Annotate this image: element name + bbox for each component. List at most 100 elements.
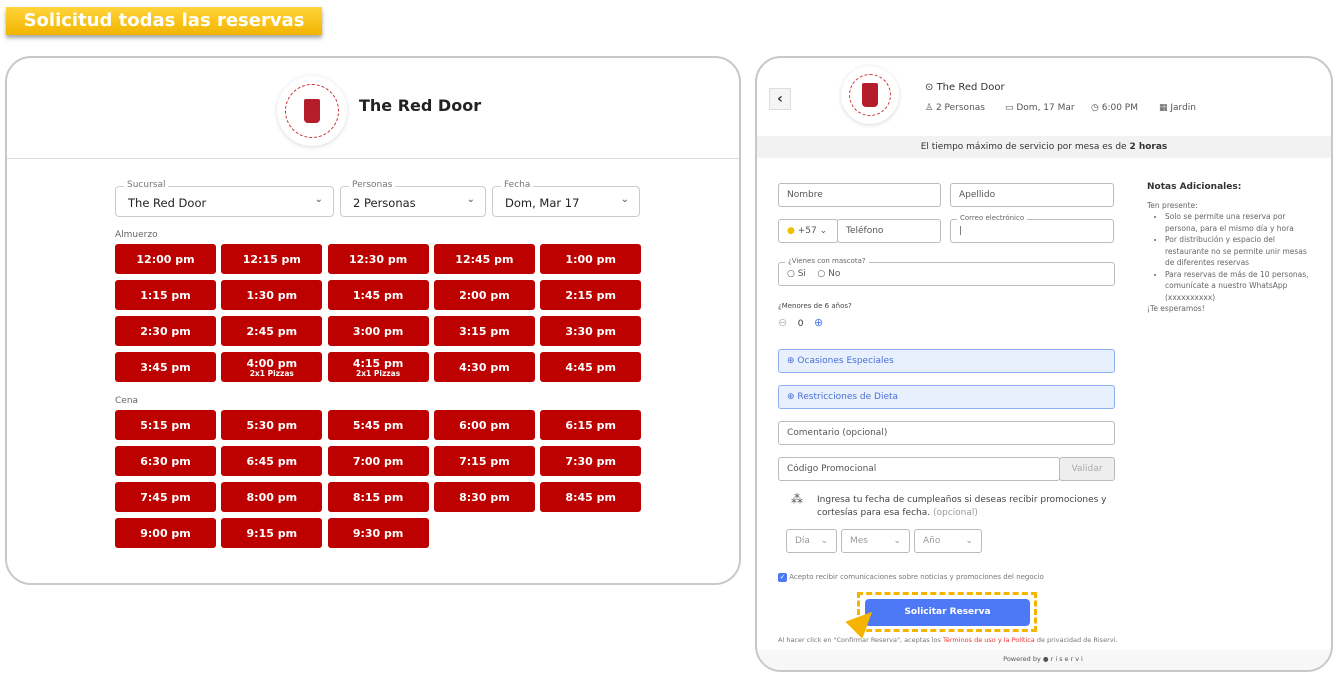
slot-time: 1:15 pm bbox=[140, 288, 191, 302]
ocasiones-especiales-button[interactable]: ⊕ Ocasiones Especiales bbox=[778, 349, 1115, 373]
time-slot-button[interactable]: 5:30 pm bbox=[221, 410, 323, 440]
slot-time: 8:00 pm bbox=[246, 490, 298, 504]
slot-time: 3:00 pm bbox=[352, 324, 404, 338]
minus-button[interactable]: ⊖ bbox=[778, 316, 788, 329]
reservation-time: 6:00 PM bbox=[1101, 103, 1138, 113]
time-slot-button[interactable]: 2:45 pm bbox=[221, 316, 323, 346]
restaurant-name: The Red Door bbox=[359, 96, 482, 115]
back-button[interactable]: ‹ bbox=[769, 88, 791, 110]
colombia-flag-icon: ● bbox=[787, 226, 795, 236]
time-slot-button[interactable]: 8:15 pm bbox=[327, 482, 429, 512]
time-slot-button[interactable]: 6:00 pm bbox=[433, 410, 535, 440]
time-slot-button[interactable]: 12:15 pm bbox=[221, 244, 323, 274]
brand-name: riservi bbox=[1050, 655, 1085, 663]
divider bbox=[7, 158, 739, 159]
slot-time: 1:30 pm bbox=[246, 288, 298, 302]
time-slot-button[interactable]: 4:30 pm bbox=[433, 352, 535, 382]
country-code-select[interactable]: ● +57 ⌄ bbox=[778, 219, 838, 243]
calendar-icon: ▭ bbox=[1005, 103, 1017, 113]
fecha-label: Fecha bbox=[501, 180, 534, 190]
apellido-input[interactable]: Apellido bbox=[950, 183, 1114, 207]
note-item: Solo se permite una reserva por persona,… bbox=[1165, 211, 1317, 234]
time-slot-button[interactable]: 3:15 pm bbox=[433, 316, 535, 346]
anio-select[interactable]: Año ⌄ bbox=[914, 529, 982, 553]
correo-input[interactable]: Correo electrónico | bbox=[950, 214, 1114, 243]
page-banner: Solicitud todas las reservas bbox=[6, 7, 322, 35]
time-slot-button[interactable]: 1:15 pm bbox=[115, 280, 216, 310]
slot-time: 4:30 pm bbox=[459, 360, 510, 374]
time-slot-button[interactable]: 7:15 pm bbox=[433, 446, 535, 476]
solicitar-reserva-button[interactable]: Solicitar Reserva bbox=[865, 599, 1030, 626]
location-icon: ⊙ bbox=[925, 82, 937, 93]
clock-icon: ◷ bbox=[1091, 103, 1102, 113]
time-slot-button[interactable]: 3:00 pm bbox=[327, 316, 429, 346]
time-slot-button[interactable]: 9:00 pm bbox=[115, 518, 216, 548]
slot-time: 5:30 pm bbox=[246, 418, 298, 432]
time-slot-button[interactable]: 12:45 pm bbox=[433, 244, 535, 274]
time-slot-button[interactable]: 9:15 pm bbox=[221, 518, 323, 548]
codigo-promocional-input[interactable]: Código Promocional bbox=[778, 457, 1060, 481]
slot-time: 2:15 pm bbox=[565, 288, 616, 302]
fecha-select[interactable]: Fecha Dom, Mar 17 ⌄ bbox=[492, 180, 640, 217]
time-slot-button[interactable]: 4:00 pm 2x1 Pizzas bbox=[221, 352, 323, 382]
comentario-input[interactable]: Comentario (opcional) bbox=[778, 421, 1115, 445]
mes-select[interactable]: Mes ⌄ bbox=[841, 529, 910, 553]
time-slot-button[interactable]: 2:15 pm bbox=[540, 280, 642, 310]
slot-promo: 2x1 Pizzas bbox=[249, 368, 294, 378]
time-slot-button[interactable]: 7:45 pm bbox=[115, 482, 216, 512]
slot-time: 2:00 pm bbox=[459, 288, 510, 302]
time-slot-button[interactable]: 1:00 pm bbox=[540, 244, 642, 274]
time-slot-button[interactable]: 9:30 pm bbox=[327, 518, 429, 548]
sucursal-value: The Red Door bbox=[128, 196, 207, 210]
dia-select[interactable]: Día ⌄ bbox=[786, 529, 837, 553]
telefono-input[interactable]: Teléfono bbox=[837, 219, 941, 243]
time-slot-button[interactable]: 1:30 pm bbox=[221, 280, 323, 310]
sucursal-select[interactable]: Sucursal The Red Door ⌄ bbox=[115, 180, 334, 217]
time-slot-button[interactable]: 4:45 pm bbox=[540, 352, 642, 382]
kids-count[interactable]: 0 bbox=[797, 319, 804, 329]
highlight-frame bbox=[857, 592, 1037, 632]
note-item: Por distribución y espacio del restauran… bbox=[1165, 234, 1317, 269]
time-slot-button[interactable]: 8:30 pm bbox=[433, 482, 535, 512]
time-slot-button[interactable]: 2:00 pm bbox=[433, 280, 535, 310]
dia-label: Día bbox=[795, 536, 810, 546]
time-slot-button[interactable]: 1:45 pm bbox=[327, 280, 429, 310]
plus-button[interactable]: ⊕ bbox=[813, 316, 824, 329]
country-code: +57 bbox=[797, 226, 817, 236]
time-slot-button[interactable]: 7:00 pm bbox=[327, 446, 429, 476]
time-slot-button[interactable]: 3:45 pm bbox=[115, 352, 216, 382]
slot-time: 7:15 pm bbox=[459, 454, 510, 468]
time-slot-button[interactable]: 2:30 pm bbox=[115, 316, 216, 346]
time-slot-button[interactable]: 4:15 pm 2x1 Pizzas bbox=[327, 352, 429, 382]
time-slot-button[interactable]: 6:15 pm bbox=[540, 410, 642, 440]
nombre-input[interactable]: Nombre bbox=[778, 183, 941, 207]
time-slot-button[interactable]: 3:30 pm bbox=[540, 316, 642, 346]
consent-checkbox[interactable]: ✓ bbox=[778, 573, 787, 582]
time-slot-button[interactable]: 6:45 pm bbox=[221, 446, 323, 476]
time-slot-button[interactable]: 12:30 pm bbox=[327, 244, 429, 274]
personas-select[interactable]: Personas 2 Personas ⌄ bbox=[340, 180, 486, 217]
radio-no-label: No bbox=[828, 269, 841, 279]
restricciones-dieta-button[interactable]: ⊕ Restricciones de Dieta bbox=[778, 385, 1115, 409]
time-slot-button[interactable]: 6:30 pm bbox=[115, 446, 216, 476]
radio-si[interactable]: ○ Si bbox=[787, 269, 806, 279]
footer: Powered by ● riservi bbox=[757, 650, 1331, 670]
time-slot-button[interactable]: 5:15 pm bbox=[115, 410, 216, 440]
radio-si-label: Si bbox=[797, 269, 806, 279]
time-slot-button[interactable]: 12:00 pm bbox=[115, 244, 216, 274]
fecha-value: Dom, Mar 17 bbox=[505, 196, 580, 210]
radio-no[interactable]: ○ No bbox=[817, 269, 841, 279]
notice-bold: 2 horas bbox=[1129, 142, 1168, 152]
time-slot-button[interactable]: 5:45 pm bbox=[327, 410, 429, 440]
time-slot-button[interactable]: 8:00 pm bbox=[221, 482, 323, 512]
note-item: Para reservas de más de 10 personas, com… bbox=[1165, 269, 1317, 304]
personas-label: Personas bbox=[349, 180, 396, 190]
slot-time: 7:45 pm bbox=[140, 490, 191, 504]
slot-time: 4:00 pm bbox=[246, 356, 298, 370]
validar-button[interactable]: Validar bbox=[1059, 457, 1115, 481]
time-slot-button[interactable]: 7:30 pm bbox=[540, 446, 642, 476]
time-slot-button[interactable]: 8:45 pm bbox=[540, 482, 642, 512]
terms-link[interactable]: Términos de uso y la Política bbox=[942, 636, 1035, 644]
restaurant-logo bbox=[277, 76, 347, 146]
area-icon: ▦ bbox=[1159, 103, 1171, 113]
